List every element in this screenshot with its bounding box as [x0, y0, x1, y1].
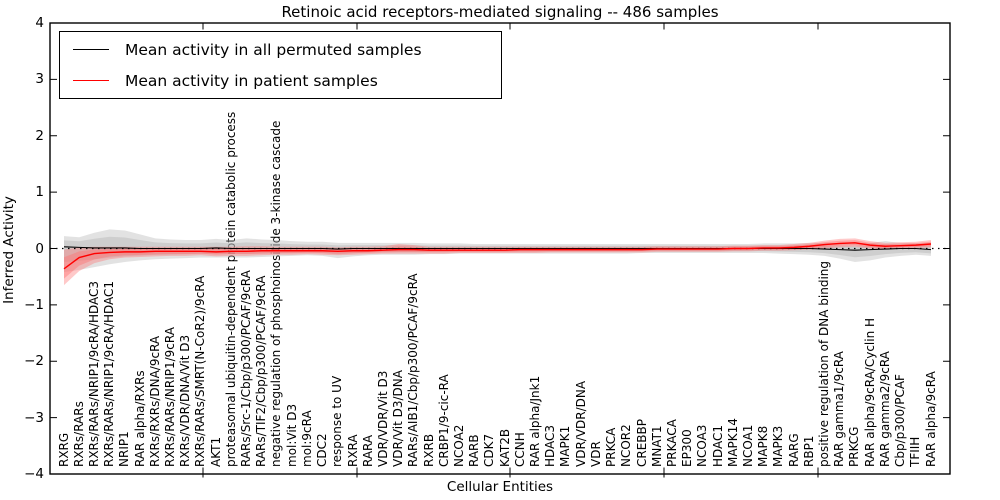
x-category-label: TFIIH	[908, 436, 923, 467]
x-category-label: MAPK1	[558, 425, 573, 467]
y-tick-label: −3	[24, 409, 44, 426]
x-category-label: NCOR2	[619, 424, 634, 467]
x-category-label: RAR gamma2/9cRA	[877, 351, 892, 467]
x-category-label: RXRs/RARs	[71, 401, 86, 467]
x-category-label: NCOA1	[740, 424, 755, 467]
legend: Mean activity in all permuted samples Mea…	[59, 31, 502, 99]
x-category-label: RARB	[467, 434, 482, 467]
confidence-band-inner	[64, 240, 931, 279]
x-category-label: RAR gamma1/9cRA	[832, 351, 847, 467]
x-category-label: RXRs/RARs/NRIP1/9cRA	[162, 327, 177, 467]
x-category-label: response to UV	[330, 375, 345, 467]
x-category-label: CCNH	[512, 432, 527, 467]
y-tick-label: −2	[24, 353, 44, 370]
x-category-label: CREBBP	[634, 419, 649, 467]
y-tick-label: 3	[35, 71, 44, 88]
x-category-label: positive regulation of DNA binding	[817, 261, 832, 467]
legend-item-label: Mean activity in all permuted samples	[125, 40, 422, 59]
x-category-label: VDR/VDR/Vit D3	[375, 370, 390, 467]
x-category-label: RXRs/RARs/SMRT(N-CoR2)/9cRA	[193, 275, 208, 467]
legend-line-icon	[73, 80, 109, 81]
y-tick-label: 0	[35, 240, 44, 257]
x-category-label: RXRG	[56, 432, 71, 467]
x-category-label: RARs/TIF2/Cbp/p300/PCAF/9cRA	[254, 275, 269, 467]
x-category-label: RXRs/VDR/DNA/Vit D3	[178, 334, 193, 467]
x-category-label: HDAC1	[710, 424, 725, 467]
x-category-label: RXRs/RARs/NRIP1/9cRA/HDAC1	[102, 280, 117, 467]
x-category-label: CRBP1/9-cic-RA	[436, 374, 451, 467]
x-category-label: proteasomal ubiquitin-dependent protein …	[223, 111, 238, 467]
x-category-label: RXRs/RXRs/DNA/9cRA	[147, 335, 162, 467]
mean-line	[63, 246, 932, 251]
x-axis-label: Cellular Entities	[446, 479, 554, 495]
x-category-label: Cbp/p300/PCAF	[893, 374, 908, 467]
x-category-label: VDR/Vit D3/DNA	[391, 370, 406, 467]
confidence-band-inner	[64, 236, 931, 263]
x-category-label: NCOA2	[451, 424, 466, 467]
legend-item: Mean activity in patient samples	[60, 65, 501, 96]
x-category-label: MNAT1	[649, 425, 664, 467]
x-category-label: RARA	[360, 434, 375, 467]
x-category-label: RXRB	[421, 433, 436, 467]
x-category-label: RARG	[786, 433, 801, 467]
x-category-label: VDR	[588, 441, 603, 467]
y-tick-label: 1	[35, 184, 44, 201]
x-category-label: RARs/Src-1/Cbp/p300/PCAF/9cRA	[239, 270, 254, 467]
x-category-label: PRKCA	[604, 427, 619, 467]
x-category-label: mol:Vit D3	[284, 403, 299, 467]
confidence-band-outer	[64, 229, 931, 273]
x-category-label: RBP1	[801, 435, 816, 467]
x-category-label: RAR alpha/Jnk1	[528, 375, 543, 467]
x-category-label: PRKACA	[664, 419, 679, 467]
x-category-label: MAPK8	[756, 425, 771, 467]
y-tick-label: 2	[35, 127, 44, 144]
x-category-label: MAPK14	[725, 418, 740, 467]
x-category-label: mol:9cRA	[299, 410, 314, 467]
legend-item-label: Mean activity in patient samples	[125, 71, 378, 90]
x-category-label: RAR alpha/9cRA	[923, 371, 938, 467]
x-category-label: RAR alpha/9cRA/Cyclin H	[862, 317, 877, 467]
legend-line-icon	[73, 49, 109, 50]
chart-title: Retinoic acid receptors-mediated signali…	[281, 3, 719, 21]
x-category-label: NCOA3	[695, 424, 710, 467]
x-category-label: PRKCG	[847, 426, 862, 467]
x-category-label: RXRs/RARs/NRIP1/9cRA/HDAC3	[86, 280, 101, 467]
y-tick-label: −1	[24, 296, 44, 313]
legend-item: Mean activity in all permuted samples	[60, 34, 501, 65]
mean-line	[63, 242, 932, 270]
x-category-label: AKT1	[208, 436, 223, 467]
x-category-label: VDR/VDR/DNA	[573, 380, 588, 467]
x-category-label: CDK7	[482, 433, 497, 467]
x-category-label: NRIP1	[117, 431, 132, 467]
x-category-label: EP300	[680, 429, 695, 467]
x-category-label: negative regulation of phosphoinositide …	[269, 120, 284, 467]
x-category-label: CDC2	[315, 433, 330, 467]
x-category-label: RAR alpha/RXRs	[132, 370, 147, 467]
y-tick-label: −4	[24, 466, 44, 482]
x-category-label: KAT2B	[497, 428, 512, 467]
y-tick-label: 4	[35, 15, 44, 31]
x-category-label: HDAC3	[543, 424, 558, 467]
x-category-label: MAPK3	[771, 425, 786, 467]
x-category-label: RXRA	[345, 434, 360, 467]
x-category-label: RARs/AIB1/Cbp/p300/PCAF/9cRA	[406, 273, 421, 467]
